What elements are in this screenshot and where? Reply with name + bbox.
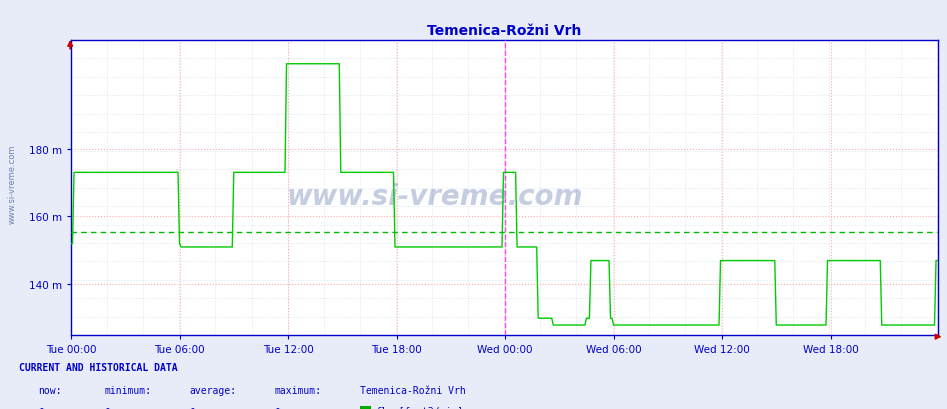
- Text: 0: 0: [275, 407, 280, 409]
- Text: average:: average:: [189, 384, 237, 395]
- Text: 0: 0: [189, 407, 195, 409]
- Text: 0: 0: [104, 407, 110, 409]
- Text: www.si-vreme.com: www.si-vreme.com: [8, 144, 17, 224]
- Text: maximum:: maximum:: [275, 384, 322, 395]
- Text: 0: 0: [38, 407, 44, 409]
- Text: Temenica-Rožni Vrh: Temenica-Rožni Vrh: [360, 384, 466, 395]
- Text: CURRENT AND HISTORICAL DATA: CURRENT AND HISTORICAL DATA: [19, 362, 178, 372]
- Title: Temenica-Rožni Vrh: Temenica-Rožni Vrh: [427, 25, 581, 38]
- Text: minimum:: minimum:: [104, 384, 152, 395]
- Text: flow[foot3/min]: flow[foot3/min]: [375, 405, 463, 409]
- Text: www.si-vreme.com: www.si-vreme.com: [287, 183, 583, 211]
- Text: now:: now:: [38, 384, 62, 395]
